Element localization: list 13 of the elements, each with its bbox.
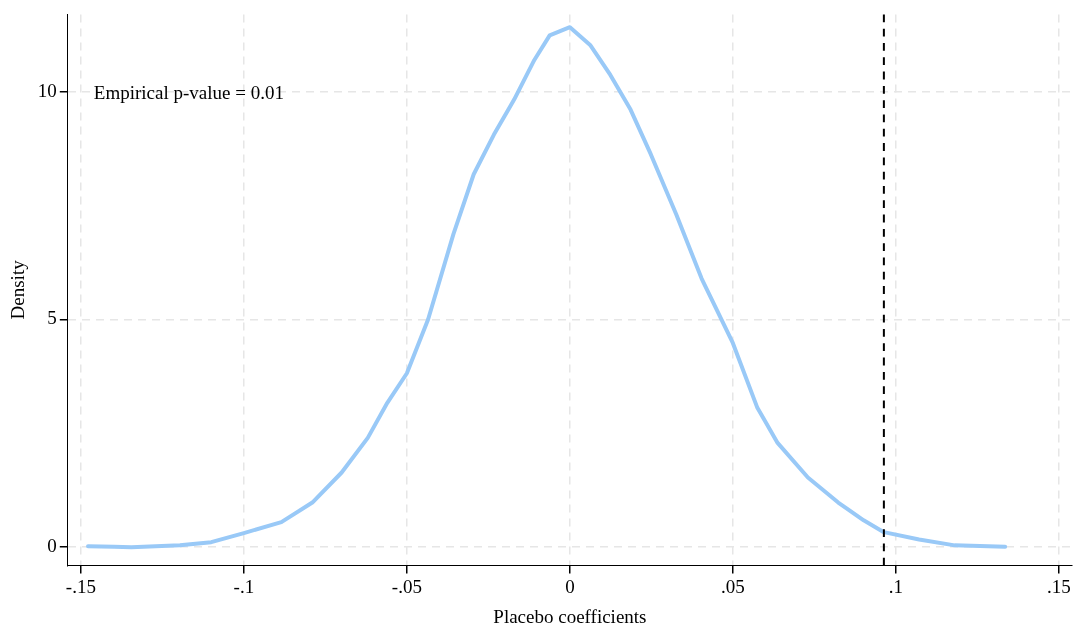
x-tick-label: .1	[888, 575, 904, 597]
x-tick-label: .15	[1047, 575, 1071, 597]
y-tick-label: 10	[37, 79, 57, 101]
annotation: Empirical p-value = 0.01	[93, 82, 284, 104]
x-tick-label: 0	[565, 575, 575, 597]
y-tick-label: 5	[47, 307, 57, 329]
x-tick-label: .05	[721, 575, 745, 597]
x-tick-label: -.05	[391, 575, 422, 597]
x-tick-label: -.15	[65, 575, 96, 597]
y-axis-title: Density	[7, 259, 29, 320]
y-tick-label: 0	[47, 535, 57, 557]
x-axis-title: Placebo coefficients	[493, 605, 647, 627]
x-tick-label: -.1	[233, 575, 255, 597]
